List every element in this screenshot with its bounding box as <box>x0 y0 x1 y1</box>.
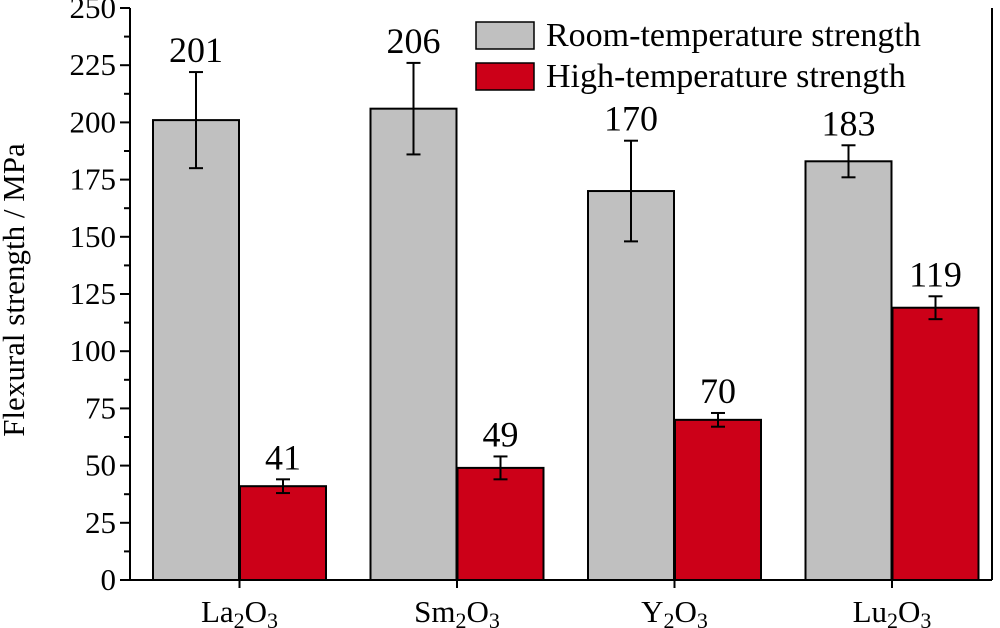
category-text: O <box>675 594 697 628</box>
y-tick-label: 25 <box>85 505 116 540</box>
y-tick-label: 125 <box>70 276 117 311</box>
legend-swatch-room <box>475 21 535 50</box>
subscript: 2 <box>234 608 245 628</box>
subscript: 2 <box>455 608 466 628</box>
error-bars-layer <box>189 61 943 495</box>
subscript: 2 <box>887 608 898 628</box>
y-tick-label: 250 <box>70 0 117 25</box>
data-label: 206 <box>387 21 441 61</box>
category-text: Y <box>641 594 663 628</box>
legend-label-high: High-temperature strength <box>546 58 906 95</box>
category-text: Sm <box>414 594 455 628</box>
subscript: 3 <box>489 608 500 628</box>
bar-high-lu2o3 <box>891 306 980 581</box>
legend-swatch-high <box>475 62 535 91</box>
category-label-lu2o3: Lu2O3 <box>853 594 932 628</box>
bar-room-y2o3 <box>587 190 675 581</box>
y-tick-label: 225 <box>70 47 117 82</box>
category-label-y2o3: Y2O3 <box>641 594 708 628</box>
data-label: 119 <box>909 254 962 294</box>
bar-high-la2o3 <box>239 485 327 581</box>
data-label: 70 <box>700 371 736 411</box>
category-text: O <box>245 594 267 628</box>
y-tick-label: 50 <box>85 448 116 483</box>
bar-room-la2o3 <box>152 119 240 581</box>
data-label: 49 <box>483 414 519 454</box>
bar-high-sm2o3 <box>456 466 545 581</box>
y-tick-label: 0 <box>101 562 117 597</box>
category-text: O <box>466 594 488 628</box>
category-label-sm2o3: Sm2O3 <box>414 594 500 628</box>
data-label: 201 <box>169 30 223 70</box>
category-text: Lu <box>853 594 887 628</box>
y-tick-label: 175 <box>70 162 117 197</box>
subscript: 3 <box>267 608 278 628</box>
y-tick-label: 75 <box>85 390 116 425</box>
subscript: 2 <box>664 608 675 628</box>
data-labels-layer: 201 41 206 49 170 70 183 119 <box>169 21 962 477</box>
bar-room-sm2o3 <box>369 107 458 581</box>
bar-high-y2o3 <box>674 418 762 581</box>
category-text: O <box>898 594 920 628</box>
y-tick-label: 150 <box>70 219 117 254</box>
bar-room-lu2o3 <box>804 160 893 582</box>
axes-layer: La2O3 Sm2O3 Y2O3 Lu2O3025507510012515017520… <box>70 0 993 628</box>
y-tick-label: 100 <box>70 333 117 368</box>
category-text: La <box>201 594 234 628</box>
data-label: 183 <box>822 103 876 143</box>
y-axis-title: Flexural strength / MPa <box>0 143 31 437</box>
subscript: 3 <box>920 608 931 628</box>
bars-layer <box>152 107 980 582</box>
subscript: 3 <box>697 608 708 628</box>
category-label-la2o3: La2O3 <box>201 594 278 628</box>
data-label: 170 <box>604 99 658 139</box>
y-tick-label: 200 <box>70 104 117 139</box>
legend: Room-temperature strength High-temperatur… <box>475 17 921 95</box>
data-label: 41 <box>265 437 301 477</box>
legend-label-room: Room-temperature strength <box>546 17 921 54</box>
